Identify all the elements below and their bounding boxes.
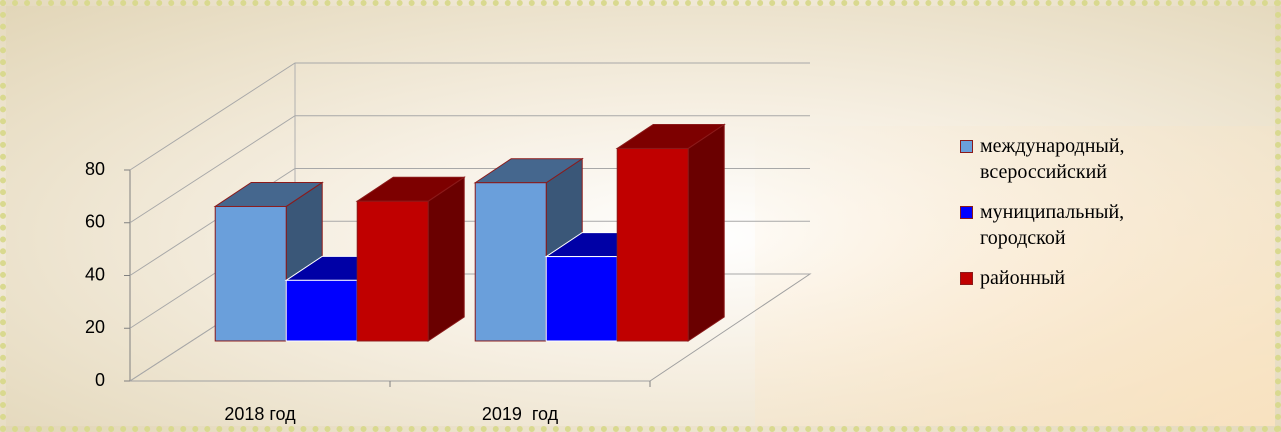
grid-line (129, 115, 810, 224)
x-tick-label: 2018 год (224, 404, 296, 424)
legend-swatch (960, 272, 973, 285)
y-tick-label: 60 (85, 212, 105, 232)
legend-item: муниципальный, городской (960, 199, 1190, 251)
legend-label: районный (980, 267, 1066, 289)
bar (474, 182, 547, 342)
y-tick-label: 0 (95, 370, 105, 390)
x-tick-label: 2019 год (482, 404, 559, 424)
legend-swatch (960, 140, 973, 153)
legend-item: международный, всероссийский (960, 133, 1190, 185)
bar (545, 256, 618, 342)
bar (285, 279, 358, 342)
legend-swatch (960, 206, 973, 219)
legend-item: районный (960, 265, 1190, 291)
y-tick-label: 80 (85, 159, 105, 179)
legend-label: международный, всероссийский (980, 135, 1125, 183)
bar-side (427, 176, 465, 342)
grid-line (129, 62, 810, 171)
legend-label: муниципальный, городской (980, 201, 1125, 249)
y-tick-label: 40 (85, 264, 105, 284)
legend: международный, всероссийский муниципальны… (960, 133, 1190, 305)
bar (214, 205, 287, 342)
bar (356, 200, 429, 342)
y-tick-label: 20 (85, 317, 105, 337)
bar (616, 147, 689, 342)
bar-side (687, 123, 725, 342)
